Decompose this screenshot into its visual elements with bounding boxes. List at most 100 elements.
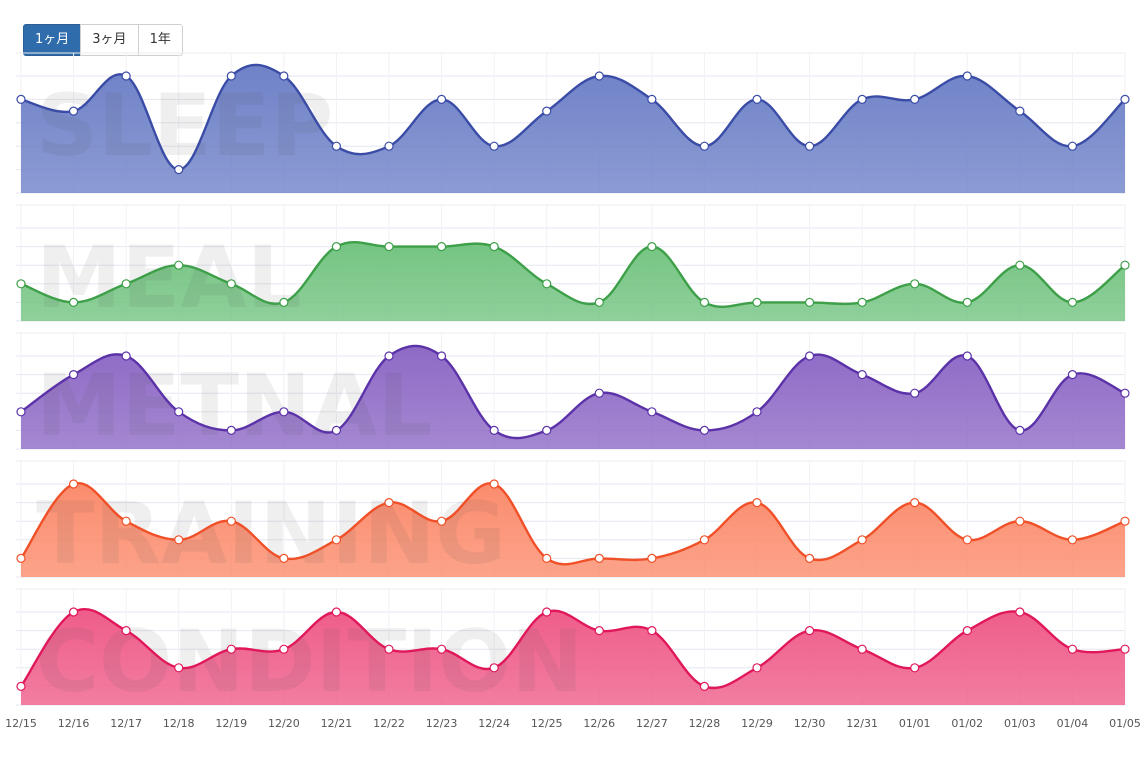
data-point[interactable] <box>699 297 710 307</box>
period-1-month-button[interactable]: 1ヶ月 <box>23 24 82 56</box>
data-point[interactable] <box>489 479 499 489</box>
data-point[interactable] <box>121 516 131 526</box>
data-point[interactable] <box>174 407 184 417</box>
data-point[interactable] <box>68 106 79 116</box>
data-point[interactable] <box>279 407 289 417</box>
data-point[interactable] <box>226 516 236 526</box>
data-point[interactable] <box>804 553 815 564</box>
data-point[interactable] <box>857 644 867 654</box>
data-point[interactable] <box>962 351 972 361</box>
data-point[interactable] <box>1120 94 1130 105</box>
data-point[interactable] <box>226 279 236 289</box>
data-point[interactable] <box>1067 370 1078 380</box>
data-point[interactable] <box>857 535 867 545</box>
data-point[interactable] <box>752 94 762 105</box>
data-point[interactable] <box>384 644 394 654</box>
data-point[interactable] <box>804 297 815 307</box>
data-point[interactable] <box>1015 260 1025 270</box>
data-point[interactable] <box>804 351 815 361</box>
data-point[interactable] <box>962 71 972 81</box>
data-point[interactable] <box>857 94 867 105</box>
data-point[interactable] <box>647 94 657 105</box>
data-point[interactable] <box>857 297 867 307</box>
data-point[interactable] <box>910 94 920 105</box>
data-point[interactable] <box>1015 106 1025 116</box>
data-point[interactable] <box>226 644 236 654</box>
data-point[interactable] <box>1067 644 1078 654</box>
data-point[interactable] <box>68 607 79 617</box>
data-point[interactable] <box>647 242 657 252</box>
data-point[interactable] <box>436 644 447 654</box>
data-point[interactable] <box>962 297 972 307</box>
data-point[interactable] <box>489 242 499 252</box>
data-point[interactable] <box>68 370 79 380</box>
data-point[interactable] <box>121 625 131 636</box>
data-point[interactable] <box>16 553 26 564</box>
data-point[interactable] <box>384 242 394 252</box>
data-point[interactable] <box>910 279 920 289</box>
data-point[interactable] <box>489 425 499 435</box>
data-point[interactable] <box>699 681 710 692</box>
data-point[interactable] <box>174 260 184 270</box>
data-point[interactable] <box>174 535 184 545</box>
data-point[interactable] <box>699 425 710 435</box>
data-point[interactable] <box>16 407 26 417</box>
data-point[interactable] <box>1120 260 1130 270</box>
data-point[interactable] <box>594 297 604 307</box>
data-point[interactable] <box>804 625 815 636</box>
data-point[interactable] <box>68 479 79 489</box>
data-point[interactable] <box>594 553 604 564</box>
data-point[interactable] <box>1015 425 1025 435</box>
data-point[interactable] <box>121 351 131 361</box>
data-point[interactable] <box>542 279 552 289</box>
data-point[interactable] <box>331 141 342 151</box>
data-point[interactable] <box>752 663 762 673</box>
data-point[interactable] <box>594 388 604 398</box>
data-point[interactable] <box>279 71 289 81</box>
data-point[interactable] <box>910 663 920 673</box>
data-point[interactable] <box>1015 607 1025 617</box>
data-point[interactable] <box>804 141 815 151</box>
data-point[interactable] <box>436 242 447 252</box>
data-point[interactable] <box>594 71 604 81</box>
data-point[interactable] <box>489 141 499 151</box>
data-point[interactable] <box>1067 535 1078 545</box>
data-point[interactable] <box>436 94 447 105</box>
data-point[interactable] <box>331 425 342 435</box>
data-point[interactable] <box>542 553 552 564</box>
data-point[interactable] <box>910 498 920 508</box>
data-point[interactable] <box>962 535 972 545</box>
data-point[interactable] <box>542 607 552 617</box>
data-point[interactable] <box>1120 388 1130 398</box>
data-point[interactable] <box>436 351 447 361</box>
data-point[interactable] <box>16 94 26 105</box>
data-point[interactable] <box>699 535 710 545</box>
data-point[interactable] <box>279 644 289 654</box>
data-point[interactable] <box>542 106 552 116</box>
data-point[interactable] <box>1067 297 1078 307</box>
data-point[interactable] <box>752 297 762 307</box>
data-point[interactable] <box>647 407 657 417</box>
data-point[interactable] <box>121 71 131 81</box>
data-point[interactable] <box>1120 644 1130 654</box>
data-point[interactable] <box>752 498 762 508</box>
data-point[interactable] <box>542 425 552 435</box>
data-point[interactable] <box>331 535 342 545</box>
data-point[interactable] <box>174 165 184 175</box>
data-point[interactable] <box>16 681 26 692</box>
data-point[interactable] <box>226 425 236 435</box>
data-point[interactable] <box>384 498 394 508</box>
data-point[interactable] <box>384 141 394 151</box>
data-point[interactable] <box>384 351 394 361</box>
period-1-year-button[interactable]: 1年 <box>137 24 183 56</box>
data-point[interactable] <box>174 663 184 673</box>
data-point[interactable] <box>962 625 972 636</box>
data-point[interactable] <box>226 71 236 81</box>
data-point[interactable] <box>1067 141 1078 151</box>
data-point[interactable] <box>647 553 657 564</box>
data-point[interactable] <box>16 279 26 289</box>
data-point[interactable] <box>331 607 342 617</box>
data-point[interactable] <box>489 663 499 673</box>
data-point[interactable] <box>436 516 447 526</box>
data-point[interactable] <box>1120 516 1130 526</box>
